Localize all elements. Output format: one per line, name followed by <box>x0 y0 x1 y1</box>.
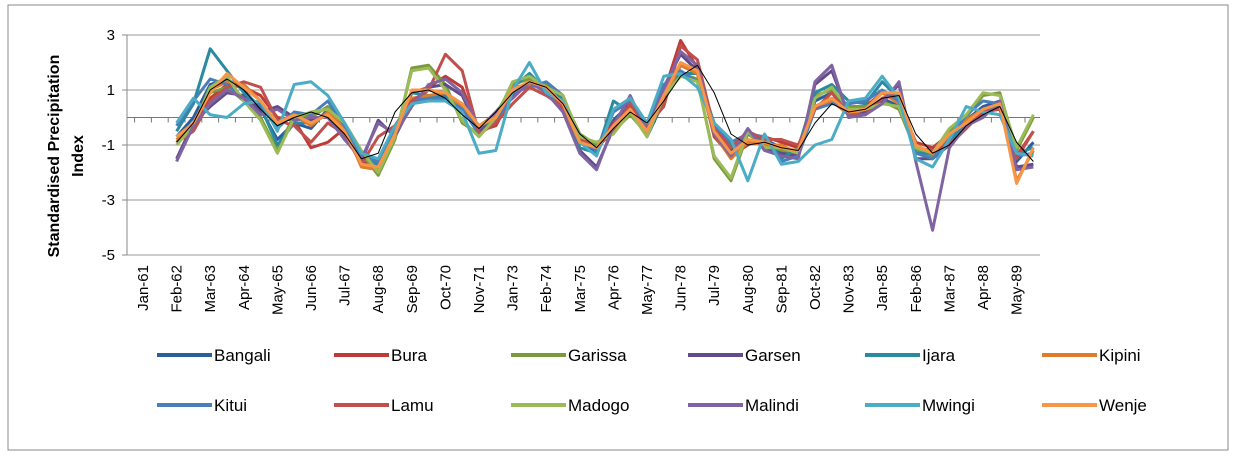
x-tick-label: Sep-81 <box>773 265 790 313</box>
legend-label: Garsen <box>745 346 801 365</box>
x-tick-label: Jun-78 <box>673 265 690 311</box>
legend-label: Wenje <box>1099 396 1147 415</box>
x-tick-label: Sep-69 <box>404 265 421 313</box>
y-tick-label: -3 <box>102 192 115 209</box>
x-tick-label: Nov-83 <box>841 265 858 313</box>
x-tick-label: Jan-61 <box>135 265 152 311</box>
x-tick-label: Jul-79 <box>706 265 723 306</box>
x-tick-label: May-77 <box>639 265 656 315</box>
x-tick-label: Jun-66 <box>303 265 320 311</box>
x-tick-label: May-89 <box>1009 265 1026 315</box>
x-tick-label: Feb-74 <box>538 265 555 313</box>
x-tick-label: Apr-76 <box>605 265 622 310</box>
legend-label: Bangali <box>214 346 271 365</box>
y-tick-label: 3 <box>107 27 115 44</box>
x-tick-label: Mar-63 <box>202 265 219 313</box>
legend-label: Kipini <box>1099 346 1141 365</box>
series-line <box>176 64 1034 162</box>
x-tick-label: Jan-85 <box>874 265 891 311</box>
series-line <box>175 61 1034 183</box>
y-tick-label: -5 <box>102 247 115 264</box>
legend-label: Lamu <box>391 396 434 415</box>
x-tick-label: Aug-68 <box>370 265 387 313</box>
legend-label: Madogo <box>568 396 629 415</box>
legend-label: Malindi <box>745 396 799 415</box>
legend-label: Garissa <box>568 346 627 365</box>
x-tick-label: Oct-82 <box>807 265 824 310</box>
x-tick-label: Aug-80 <box>740 265 757 313</box>
x-tick-label: Jan-73 <box>505 265 522 311</box>
x-tick-label: Apr-88 <box>975 265 992 310</box>
y-tick-label: -1 <box>102 137 115 154</box>
series-line <box>175 61 1035 185</box>
x-tick-label: Oct-70 <box>437 265 454 310</box>
x-tick-label: Mar-87 <box>941 265 958 313</box>
x-tick-label: Feb-86 <box>908 265 925 313</box>
legend-label: Ijara <box>922 346 956 365</box>
x-tick-label: Jul-67 <box>337 265 354 306</box>
legend-label: Bura <box>391 346 427 365</box>
y-axis-label: Standardised Precipitation Index <box>46 54 87 258</box>
x-tick-label: Apr-64 <box>236 265 253 310</box>
chart-border <box>7 4 1229 451</box>
x-tick-label: Feb-62 <box>169 265 186 313</box>
y-tick-label: 1 <box>107 82 115 99</box>
x-tick-label: Mar-75 <box>572 265 589 313</box>
legend-label: Mwingi <box>922 396 975 415</box>
x-tick-label: May-65 <box>269 265 286 315</box>
legend-label: Kitui <box>214 396 247 415</box>
x-tick-label: Nov-71 <box>471 265 488 313</box>
